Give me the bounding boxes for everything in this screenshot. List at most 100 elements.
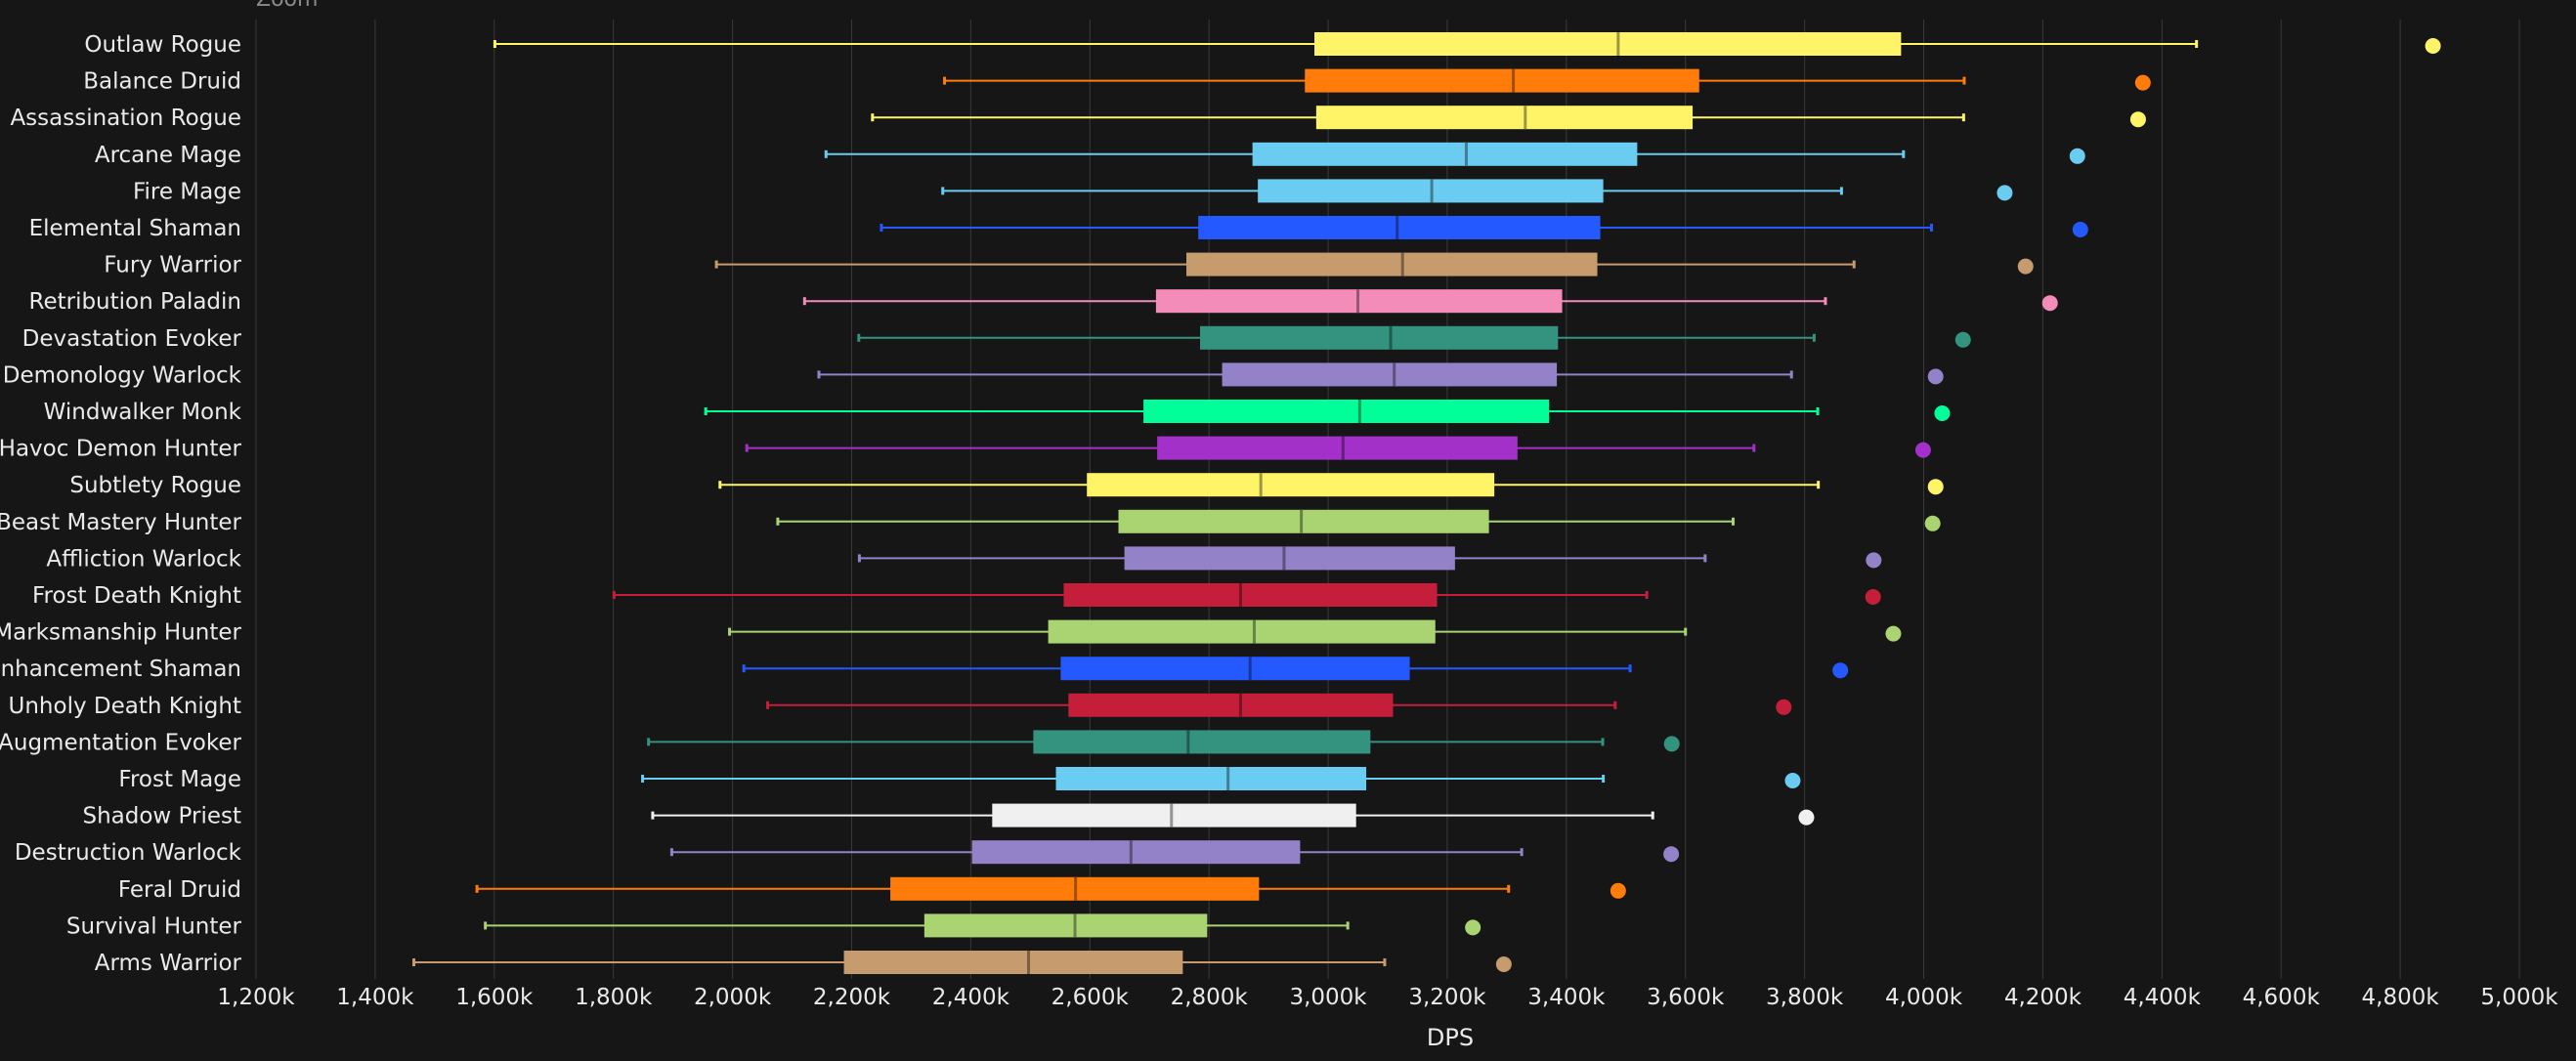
spec-label: Retribution Paladin [29, 289, 242, 315]
spec-label: Affliction Warlock [46, 546, 241, 572]
box-plot-row [745, 436, 1931, 460]
x-tick-label: 4,200k [2004, 985, 2082, 1010]
tick-layer: 1,200k 1,400k 1,600k 1,800k 2,000k 2,200k 2,40… [217, 985, 2558, 1010]
outlier-point [2072, 222, 2088, 237]
spec-label: Marksmanship Hunter [0, 620, 242, 646]
outlier-point [1832, 662, 1849, 679]
iqr-box [1222, 362, 1558, 387]
box-plot-row [651, 803, 1815, 828]
box-plot-row [776, 509, 1941, 533]
iqr-box [923, 913, 1208, 938]
spec-label: Balance Druid [83, 69, 241, 95]
box-plot-row [704, 400, 1951, 423]
spec-label: Demonology Warlock [3, 362, 242, 388]
box-plot-row [484, 913, 1481, 938]
spec-label: Fury Warrior [104, 253, 241, 278]
spec-label: Fire Mage [133, 179, 241, 204]
box-plot-row [817, 362, 1944, 387]
x-tick-label: 1,600k [455, 985, 534, 1010]
x-tick-label: 1,800k [575, 985, 653, 1010]
outlier-point [2041, 295, 2058, 312]
x-tick-label: 1,200k [217, 985, 295, 1010]
outlier-point [1934, 405, 1951, 421]
iqr-box [1252, 142, 1638, 166]
spec-label: Arcane Mage [95, 143, 241, 168]
outlier-point [2134, 74, 2151, 91]
x-tick-label: 5,000k [2480, 985, 2558, 1010]
outlier-point [1865, 589, 1881, 605]
spec-label: Frost Death Knight [32, 583, 241, 609]
zoom-note: Zoom [256, 0, 318, 12]
iqr-box [1314, 32, 1902, 56]
iqr-box [1315, 106, 1694, 130]
outlier-point [2069, 148, 2085, 164]
box-plot-row [941, 179, 2013, 203]
box-plot-row [669, 840, 1680, 865]
outlier-point [2425, 38, 2441, 54]
spec-label: Outlaw Rogue [84, 32, 241, 58]
iqr-box [1087, 473, 1495, 497]
outlier-point [1610, 882, 1626, 899]
spec-label: Devastation Evoker [22, 326, 242, 352]
x-tick-label: 3,800k [1766, 985, 1844, 1010]
iqr-box [1048, 619, 1436, 644]
x-tick-label: 3,600k [1647, 985, 1725, 1010]
iqr-box [1143, 400, 1550, 423]
outlier-point [1495, 956, 1512, 972]
spec-label: Subtlety Rogue [69, 473, 241, 498]
spec-label: Beast Mastery Hunter [0, 510, 242, 535]
iqr-box [1124, 546, 1455, 571]
iqr-box [1063, 583, 1438, 607]
iqr-box [1068, 693, 1394, 717]
outlier-point [1866, 552, 1882, 569]
iqr-box [1033, 730, 1371, 754]
outlier-point [1924, 515, 1941, 531]
box-plot-row [647, 730, 1680, 754]
iqr-box [1198, 216, 1601, 239]
spec-label: Assassination Rogue [10, 106, 241, 131]
outlier-point [1663, 846, 1680, 863]
x-tick-label: 1,400k [336, 985, 414, 1010]
iqr-box [843, 951, 1183, 974]
iqr-box [1305, 68, 1699, 93]
outlier-point [1465, 919, 1481, 936]
x-tick-label: 2,400k [932, 985, 1010, 1010]
x-tick-label: 3,000k [1289, 985, 1367, 1010]
box-plot-row [475, 876, 1626, 901]
x-tick-label: 4,400k [2124, 985, 2202, 1010]
box-plot-row [857, 325, 1971, 350]
iqr-box [992, 803, 1356, 828]
outlier-point [1954, 331, 1971, 348]
x-tick-label: 2,000k [694, 985, 772, 1010]
box-plot-row [714, 252, 2034, 276]
x-tick-label: 4,800k [2362, 985, 2440, 1010]
iqr-box [1060, 657, 1410, 681]
box-plot-row [766, 693, 1792, 717]
outlier-point [1927, 368, 1944, 385]
x-tick-label: 4,600k [2243, 985, 2321, 1010]
outlier-point [1776, 699, 1792, 715]
outlier-point [1996, 185, 2013, 201]
spec-label: Shadow Priest [82, 804, 241, 829]
box-plot-row [493, 32, 2441, 56]
box-plot-row [728, 619, 1902, 644]
spec-label: Destruction Warlock [15, 840, 242, 866]
spec-label: Windwalker Monk [44, 400, 242, 425]
box-plot-row [943, 68, 2151, 93]
iqr-box [1118, 509, 1489, 533]
x-tick-label: 4,000k [1885, 985, 1963, 1010]
outlier-point [1927, 479, 1944, 495]
spec-label: Enhancement Shaman [0, 657, 241, 682]
box-plot-row [880, 216, 2088, 239]
iqr-box [971, 840, 1301, 865]
spec-label: Arms Warrior [95, 951, 242, 976]
iqr-box [1185, 252, 1598, 276]
box-plot-row [641, 767, 1801, 790]
outlier-point [1798, 809, 1815, 826]
box-plot-row [742, 657, 1849, 681]
spec-label: Feral Druid [118, 877, 241, 903]
spec-label: Elemental Shaman [29, 216, 241, 241]
outlier-point [1885, 625, 1902, 642]
x-tick-label: 2,800k [1171, 985, 1249, 1010]
